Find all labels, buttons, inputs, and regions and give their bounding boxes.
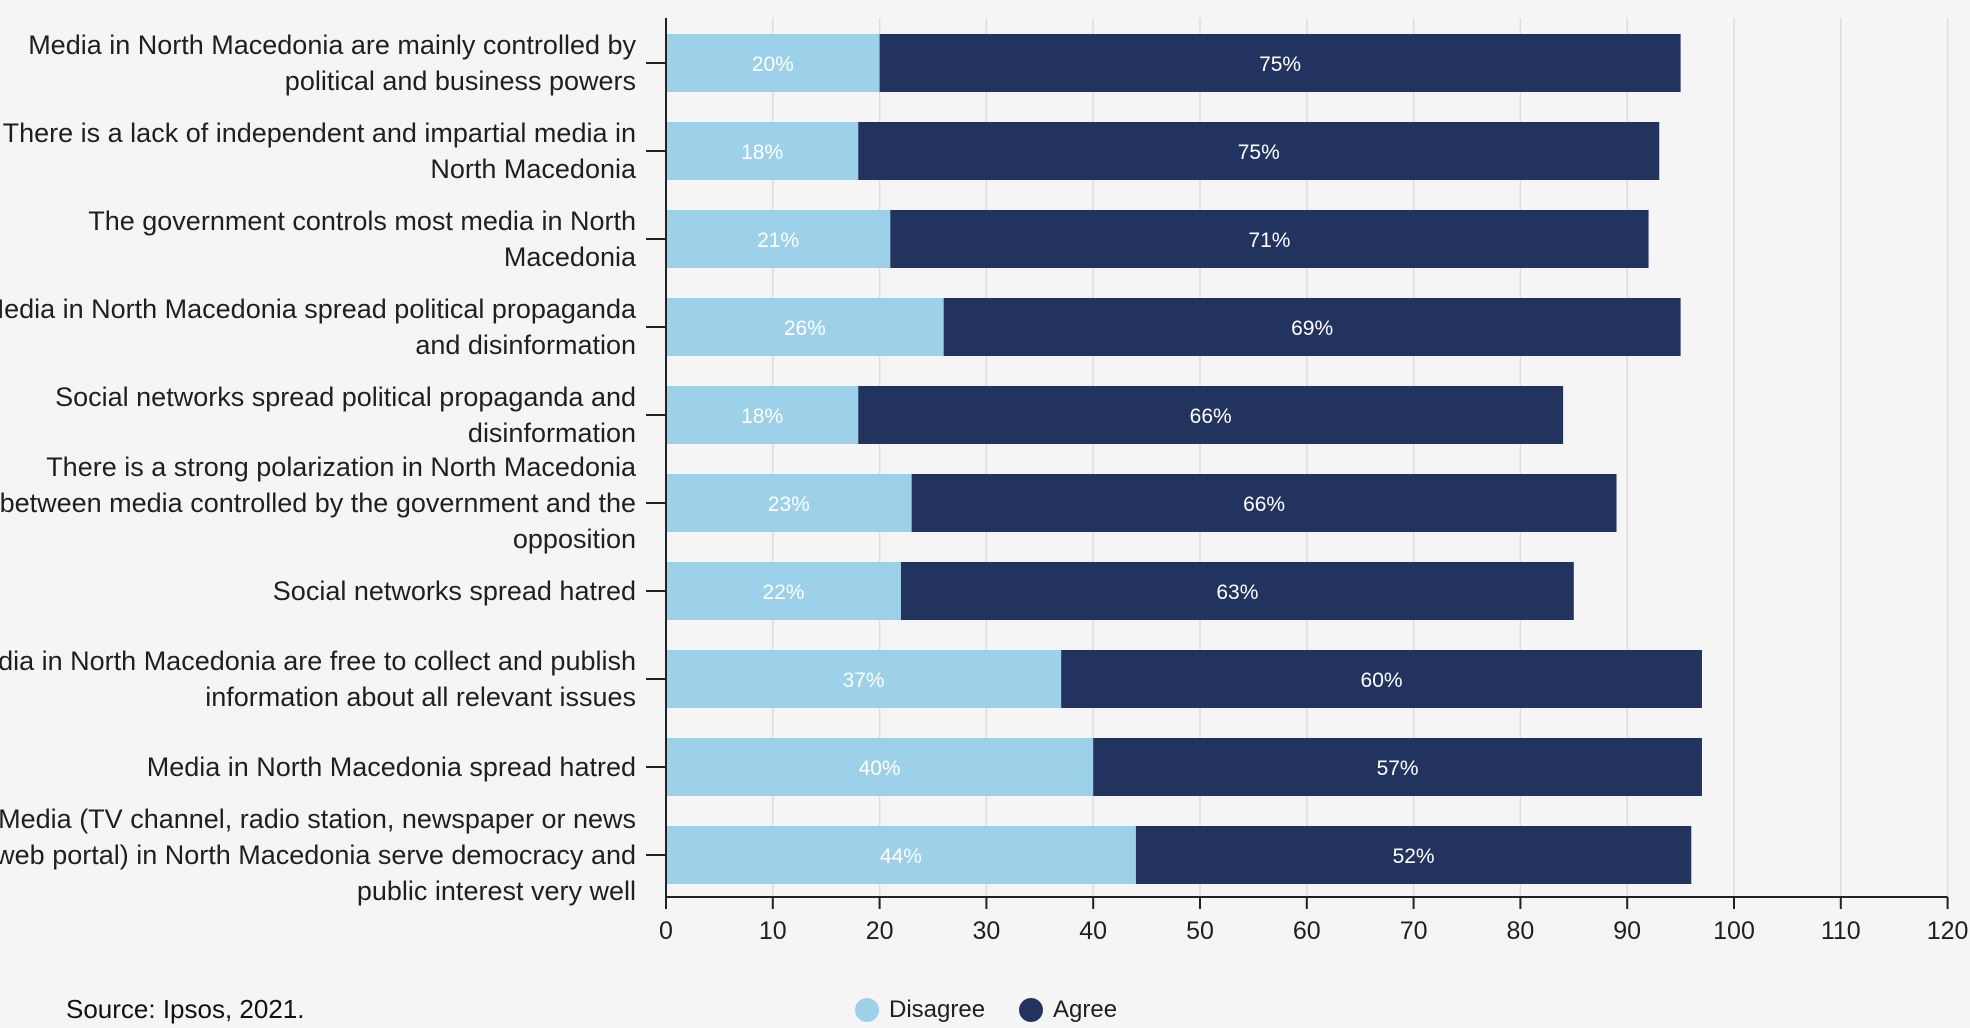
data-label: 75% xyxy=(1259,53,1301,76)
data-label: 60% xyxy=(1361,669,1403,692)
data-label: 18% xyxy=(741,141,783,164)
data-label: 66% xyxy=(1243,493,1285,516)
bar-agree xyxy=(890,210,1649,268)
legend-swatch-agree xyxy=(1019,998,1044,1022)
category-label: Media (TV channel, radio station, newspa… xyxy=(0,804,636,906)
bar-disagree xyxy=(666,122,859,180)
legend-label-disagree: Disagree xyxy=(889,996,986,1023)
bar-disagree xyxy=(666,474,912,532)
bar-agree xyxy=(1061,650,1702,708)
x-tick-label: 20 xyxy=(866,917,894,945)
x-tick-label: 80 xyxy=(1506,917,1534,945)
bar-disagree xyxy=(666,826,1136,884)
x-tick-label: 40 xyxy=(1079,917,1107,945)
bar-disagree xyxy=(666,738,1094,796)
data-label: 66% xyxy=(1190,405,1232,428)
x-tick-label: 10 xyxy=(759,917,787,945)
x-tick-label: 120 xyxy=(1927,917,1969,945)
bar-disagree xyxy=(666,650,1062,708)
data-label: 69% xyxy=(1291,317,1333,340)
data-label: 63% xyxy=(1216,581,1258,604)
chart: 20% 75% Media in North Macedonia are mainl… xyxy=(0,18,1969,945)
category-label: The government controls most media in No… xyxy=(88,206,637,272)
x-tick-label: 50 xyxy=(1186,917,1214,945)
x-tick-label: 100 xyxy=(1713,917,1755,945)
bar-agree xyxy=(1093,738,1702,796)
bar-disagree xyxy=(666,298,944,356)
category-label: Media in North Macedonia are free to col… xyxy=(0,646,636,712)
category-label: There is a lack of independent and impar… xyxy=(3,118,637,184)
bar-agree xyxy=(858,386,1564,444)
legend-swatch-disagree xyxy=(855,998,879,1022)
source-note: Source: Ipsos, 2021. xyxy=(66,994,305,1024)
data-label: 22% xyxy=(762,581,804,604)
data-label: 26% xyxy=(784,317,826,340)
bar-agree xyxy=(1135,826,1692,884)
legend: Disagree Agree xyxy=(855,996,1141,1024)
legend-label-agree: Agree xyxy=(1053,996,1118,1023)
data-label: 20% xyxy=(752,53,794,76)
category-label: Media in North Macedonia spread politica… xyxy=(0,294,637,360)
data-label: 71% xyxy=(1248,229,1290,252)
x-tick-label: 0 xyxy=(659,917,673,945)
bar-agree xyxy=(943,298,1681,356)
bar-agree xyxy=(911,474,1617,532)
data-label: 40% xyxy=(859,757,901,780)
bar-disagree xyxy=(666,210,891,268)
category-label: Media in North Macedonia spread hatred xyxy=(147,752,636,782)
x-tick-label: 30 xyxy=(972,917,1000,945)
x-tick-label: 110 xyxy=(1821,917,1861,945)
bar-disagree xyxy=(666,386,859,444)
legend-item-agree: Agree xyxy=(1019,996,1117,1024)
x-tick-label: 60 xyxy=(1293,917,1321,945)
category-label: There is a strong polarization in North … xyxy=(0,452,637,554)
data-label: 52% xyxy=(1393,845,1435,868)
bar-disagree xyxy=(666,562,901,620)
data-label: 44% xyxy=(880,845,922,868)
x-tick-label: 70 xyxy=(1400,917,1428,945)
bar-disagree xyxy=(666,34,880,92)
bar-agree xyxy=(900,562,1574,620)
data-label: 23% xyxy=(768,493,810,516)
data-label: 75% xyxy=(1238,141,1280,164)
data-label: 37% xyxy=(843,669,885,692)
category-label: Social networks spread hatred xyxy=(273,576,636,606)
data-label: 21% xyxy=(757,229,799,252)
data-label: 18% xyxy=(741,405,783,428)
legend-item-disagree: Disagree xyxy=(855,996,985,1024)
category-label: Media in North Macedonia are mainly cont… xyxy=(28,30,636,96)
data-label: 57% xyxy=(1377,757,1419,780)
category-label: Social networks spread political propaga… xyxy=(55,382,636,448)
bar-agree xyxy=(858,122,1660,180)
bar-agree xyxy=(879,34,1681,92)
x-tick-label: 90 xyxy=(1613,917,1641,945)
